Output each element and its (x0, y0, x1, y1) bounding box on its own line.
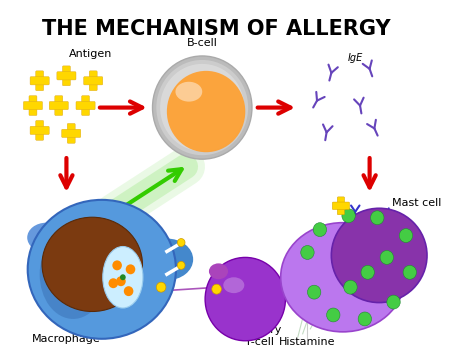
Ellipse shape (223, 277, 244, 293)
Circle shape (399, 229, 413, 242)
FancyBboxPatch shape (67, 123, 75, 143)
Circle shape (120, 274, 126, 280)
Text: Antigen: Antigen (69, 49, 112, 59)
Ellipse shape (27, 223, 65, 252)
Text: B-cell: B-cell (187, 38, 218, 48)
Ellipse shape (209, 264, 228, 279)
Ellipse shape (28, 200, 176, 339)
FancyBboxPatch shape (84, 77, 103, 85)
FancyBboxPatch shape (89, 71, 97, 91)
Circle shape (301, 245, 314, 260)
FancyBboxPatch shape (57, 72, 76, 80)
FancyBboxPatch shape (62, 129, 81, 138)
Text: THE MECHANISM OF ALLERGY: THE MECHANISM OF ALLERGY (42, 19, 391, 39)
FancyBboxPatch shape (36, 121, 44, 140)
Ellipse shape (102, 307, 140, 335)
FancyBboxPatch shape (332, 202, 350, 209)
Ellipse shape (331, 208, 427, 303)
Ellipse shape (40, 230, 107, 319)
Circle shape (344, 280, 357, 294)
FancyBboxPatch shape (23, 102, 42, 110)
Ellipse shape (42, 217, 143, 311)
Circle shape (153, 56, 252, 159)
Circle shape (313, 223, 327, 237)
Circle shape (380, 250, 394, 264)
Text: Macrophage: Macrophage (32, 334, 101, 344)
Ellipse shape (167, 71, 245, 152)
Circle shape (327, 308, 340, 322)
Text: Mast cell: Mast cell (392, 198, 441, 208)
Text: Histamine: Histamine (279, 337, 336, 347)
FancyBboxPatch shape (30, 77, 49, 85)
Text: Memory
T-cell: Memory T-cell (237, 325, 282, 347)
Circle shape (370, 211, 384, 225)
Circle shape (342, 209, 355, 223)
Circle shape (124, 286, 133, 296)
FancyBboxPatch shape (63, 66, 70, 86)
FancyBboxPatch shape (36, 71, 44, 91)
Circle shape (205, 257, 285, 341)
Circle shape (177, 238, 185, 246)
Circle shape (160, 64, 244, 151)
Circle shape (358, 312, 372, 326)
Circle shape (126, 264, 135, 274)
Ellipse shape (140, 238, 193, 280)
Circle shape (403, 265, 417, 279)
FancyBboxPatch shape (338, 197, 345, 215)
FancyBboxPatch shape (49, 102, 68, 110)
Text: IgE: IgE (348, 53, 363, 63)
Circle shape (116, 276, 126, 286)
FancyBboxPatch shape (81, 96, 90, 115)
Circle shape (156, 60, 248, 155)
Circle shape (361, 265, 374, 279)
Circle shape (387, 295, 400, 309)
FancyBboxPatch shape (30, 126, 49, 135)
Ellipse shape (176, 82, 202, 102)
Circle shape (156, 282, 166, 292)
FancyBboxPatch shape (29, 96, 37, 115)
Circle shape (112, 260, 122, 270)
Circle shape (307, 285, 321, 299)
FancyBboxPatch shape (76, 102, 95, 110)
Ellipse shape (281, 223, 405, 332)
Circle shape (177, 261, 185, 269)
Circle shape (212, 284, 221, 294)
Circle shape (108, 278, 118, 288)
Ellipse shape (103, 246, 143, 308)
FancyBboxPatch shape (55, 96, 63, 115)
